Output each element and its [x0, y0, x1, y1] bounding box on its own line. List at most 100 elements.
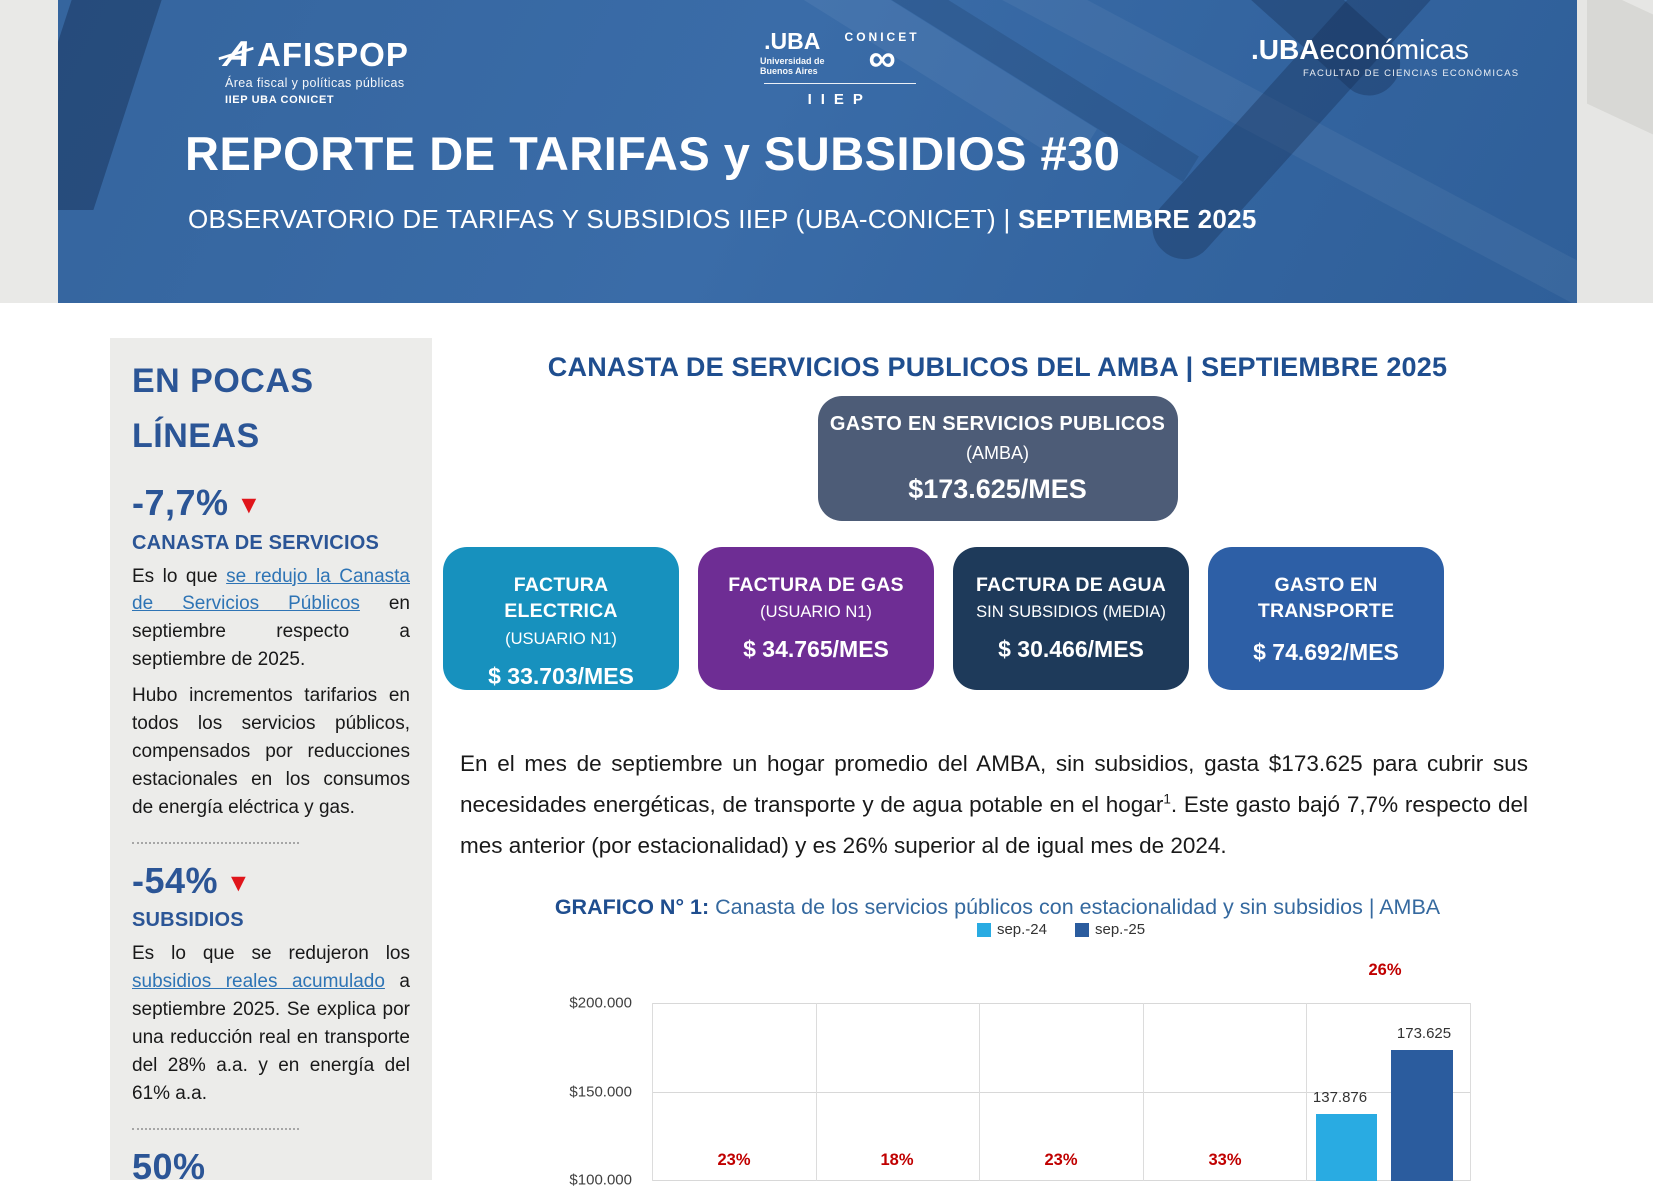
- iiep-logo-text: IIEP: [807, 90, 872, 108]
- sidebar-stat-subsidios: -54% ▼ SUBSIDIOS Es lo que se redujeron l…: [132, 860, 410, 1108]
- sidebar-en-pocas-lineas: EN POCAS LÍNEAS -7,7% ▼ CANASTA DE SERVIC…: [110, 338, 432, 1187]
- uba-economicas-bold: .UBA: [1251, 34, 1320, 65]
- card-value: $ 74.692/MES: [1253, 638, 1399, 665]
- dotted-divider: [132, 1127, 299, 1130]
- uba-logo: .UBA Universidad de Buenos Aires: [760, 30, 825, 77]
- afispop-logo: A AFISPOP Área fiscal y políticas públic…: [221, 33, 409, 106]
- card-title: FACTURA DE GAS: [728, 574, 904, 596]
- card-factura-gas: FACTURA DE GAS (USUARIO N1) $ 34.765/MES: [698, 547, 934, 690]
- summary-card-value: $173.625/MES: [908, 474, 1087, 504]
- stat-paragraph: Hubo incrementos tarifarios en todos los…: [132, 685, 410, 818]
- link-canasta-servicios[interactable]: se redujo la Canasta de Servicios Públic…: [132, 565, 410, 615]
- card-title: GASTO EN TRANSPORTE: [1257, 574, 1395, 623]
- y-tick-200k: $200.000: [569, 994, 632, 1012]
- dotted-divider: [132, 841, 299, 844]
- stat-value: 50%: [132, 1145, 206, 1187]
- pct-label-1: 23%: [717, 1151, 751, 1169]
- uba-logo-sub2: Buenos Aires: [760, 66, 818, 77]
- bar-value-label-sep25: 173.625: [1396, 1024, 1452, 1042]
- conicet-logo-text: CONICET: [844, 30, 920, 44]
- afispop-org: IIEP UBA CONICET: [225, 93, 335, 106]
- report-subtitle: OBSERVATORIO DE TARIFAS Y SUBSIDIOS IIEP…: [188, 204, 1257, 235]
- uba-economicas-light: económicas: [1319, 34, 1469, 65]
- uba-logo-text: .UBA: [764, 28, 821, 54]
- stat-heading: CANASTA DE SERVICIOS: [132, 531, 379, 554]
- chart-caption-text: Canasta de los servicios públicos con es…: [709, 894, 1441, 919]
- card-title: FACTURA DE AGUA: [975, 574, 1167, 596]
- sidebar-stat-third: 50%: [132, 1146, 410, 1187]
- header-photo-shape: [1587, 0, 1653, 137]
- afispop-logo-icon: A: [220, 33, 256, 74]
- link-subsidios-reales[interactable]: subsidios reales acumulado: [132, 971, 385, 993]
- pct-label-3: 23%: [1044, 1151, 1078, 1169]
- conicet-logo: CONICET ∞: [844, 30, 920, 80]
- report-subtitle-prefix: OBSERVATORIO DE TARIFAS Y SUBSIDIOS IIEP…: [188, 204, 1019, 234]
- uba-economicas-logo: .UBAeconómicas FACULTAD DE CIENCIAS ECON…: [1251, 36, 1519, 79]
- report-subtitle-period: SEPTIEMBRE 2025: [1018, 204, 1257, 234]
- gridline-vertical: [1470, 1003, 1471, 1181]
- pct-label-4: 33%: [1208, 1151, 1242, 1169]
- chart-caption-label: GRAFICO N° 1:: [554, 894, 710, 919]
- card-value: $ 33.703/MES: [488, 662, 634, 689]
- uba-logo-sub1: Universidad de: [760, 56, 825, 66]
- triangle-down-icon: ▼: [226, 868, 252, 897]
- gridline-vertical: [979, 1003, 980, 1181]
- report-header: A AFISPOP Área fiscal y políticas públic…: [58, 0, 1577, 303]
- gridline-200k: [652, 1003, 1470, 1004]
- logo-divider: [764, 82, 916, 84]
- uba-economicas-sub: FACULTAD DE CIENCIAS ECONÓMICAS: [1303, 68, 1520, 79]
- legend-swatch-sep24: [976, 922, 991, 937]
- page-edge-left: [0, 0, 58, 303]
- summary-card-gasto-total: GASTO EN SERVICIOS PUBLICOS (AMBA) $173.…: [817, 396, 1178, 521]
- gridline-vertical: [652, 1003, 653, 1181]
- legend-label: sep.-24: [996, 921, 1047, 938]
- page-edge-right: [1577, 0, 1653, 303]
- sidebar-stat-canasta: -7,7% ▼ CANASTA DE SERVICIOS Es lo que se…: [132, 482, 410, 822]
- summary-card-title: GASTO EN SERVICIOS PUBLICOS: [829, 413, 1166, 435]
- card-value: $ 30.466/MES: [998, 636, 1144, 663]
- gridline-vertical: [1306, 1003, 1307, 1181]
- y-tick-100k: $100.000: [569, 1171, 632, 1189]
- report-title: REPORTE DE TARIFAS y SUBSIDIOS #30: [185, 127, 1121, 180]
- chart-caption: GRAFICO N° 1: Canasta de los servicios p…: [460, 895, 1535, 920]
- summary-card-scope: (AMBA): [966, 443, 1029, 463]
- sidebar-title: EN POCAS LÍNEAS: [132, 362, 314, 456]
- stat-value: -7,7% ▼: [132, 482, 262, 524]
- card-factura-agua: FACTURA DE AGUA SIN SUBSIDIOS (MEDIA) $ …: [953, 547, 1189, 690]
- chart-legend: sep.-24 sep.-25: [652, 921, 1470, 938]
- summary-paragraph: En el mes de septiembre un hogar promedi…: [460, 751, 1529, 858]
- footnote-marker: 1: [1163, 791, 1171, 807]
- y-tick-150k: $150.000: [569, 1083, 632, 1101]
- legend-item-sep25: sep.-25: [1075, 921, 1145, 938]
- section-heading: CANASTA DE SERVICIOS PUBLICOS DEL AMBA |…: [547, 352, 1448, 382]
- stat-value: -54% ▼: [132, 859, 252, 901]
- bar-sep25: [1391, 1049, 1453, 1181]
- stat-paragraph: Es lo que se redujeron los subsidios rea…: [132, 943, 410, 1104]
- uba-conicet-logo: .UBA Universidad de Buenos Aires CONICET…: [760, 30, 920, 108]
- legend-swatch-sep25: [1075, 922, 1089, 937]
- card-factura-electrica: FACTURA ELECTRICA (USUARIO N1) $ 33.703/…: [443, 547, 679, 690]
- gridline-vertical: [816, 1003, 817, 1181]
- gridline-150k: [652, 1092, 1470, 1093]
- afispop-tagline: Área fiscal y políticas públicas: [225, 76, 405, 90]
- pct-label-5: 26%: [1368, 961, 1402, 979]
- triangle-down-icon: ▼: [236, 491, 262, 520]
- card-subtitle: (USUARIO N1): [760, 603, 872, 622]
- card-value: $ 34.765/MES: [743, 636, 889, 663]
- header-photo-shape: [58, 0, 175, 210]
- card-title: FACTURA ELECTRICA: [504, 574, 618, 623]
- legend-item-sep24: sep.-24: [976, 921, 1047, 938]
- stat-heading: SUBSIDIOS: [132, 909, 244, 932]
- pct-label-2: 18%: [880, 1151, 914, 1169]
- chart-grafico-1: sep.-24 sep.-25 $200.000 $150.000 $100.0…: [540, 905, 1530, 1189]
- conicet-logo-icon: ∞: [868, 38, 896, 80]
- afispop-logo-name: AFISPOP: [257, 35, 409, 73]
- gridline-vertical: [1143, 1003, 1144, 1181]
- card-subtitle: (USUARIO N1): [505, 629, 617, 648]
- stat-paragraph: Es lo que se redujo la Canasta de Servic…: [132, 565, 410, 671]
- card-subtitle: SIN SUBSIDIOS (MEDIA): [976, 603, 1166, 622]
- main-content: CANASTA DE SERVICIOS PUBLICOS DEL AMBA |…: [443, 338, 1535, 920]
- service-cards-row: FACTURA ELECTRICA (USUARIO N1) $ 33.703/…: [443, 547, 1535, 690]
- legend-label: sep.-25: [1095, 921, 1146, 938]
